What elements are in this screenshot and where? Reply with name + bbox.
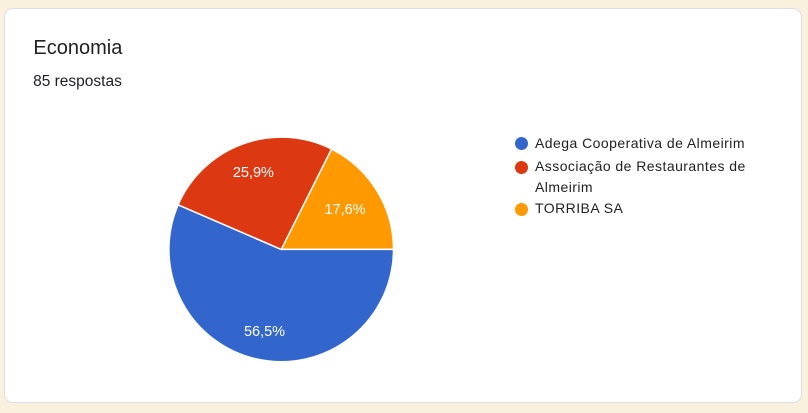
svg-text:17,6%: 17,6% xyxy=(324,202,365,218)
svg-text:25,9%: 25,9% xyxy=(233,165,274,181)
svg-text:56,5%: 56,5% xyxy=(244,324,285,340)
